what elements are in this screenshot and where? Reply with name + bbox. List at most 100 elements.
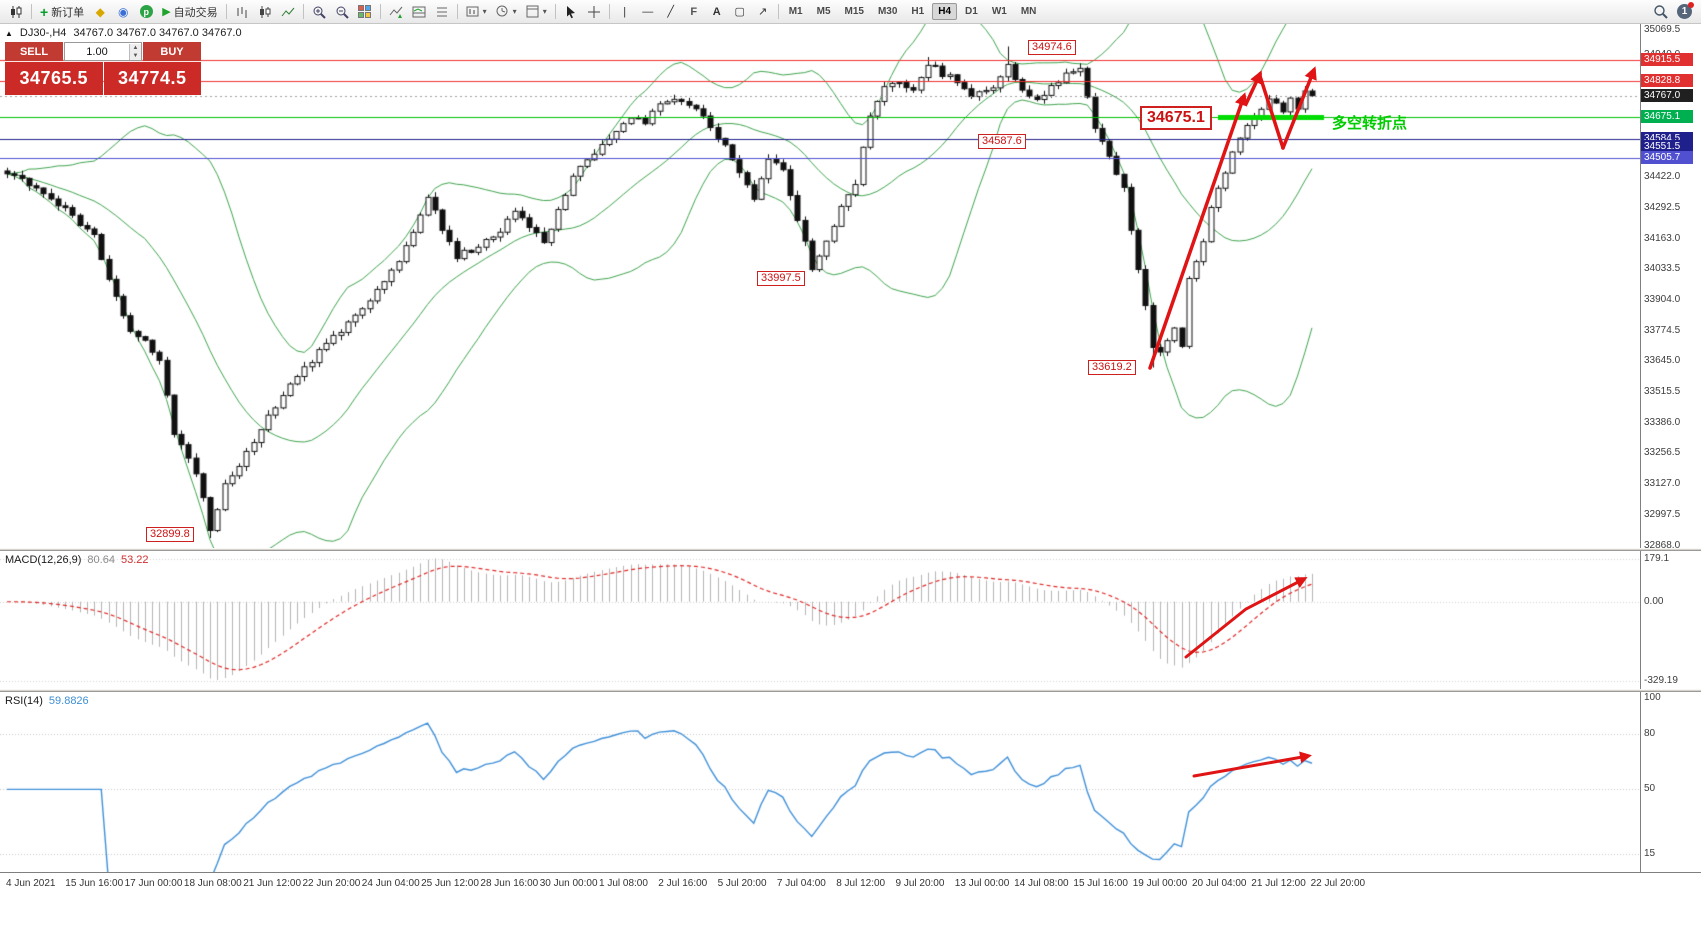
toolbar-separator bbox=[608, 4, 610, 19]
rsi-name: RSI(14) bbox=[5, 695, 43, 707]
timeframe-D1[interactable]: D1 bbox=[965, 6, 978, 17]
window-footer bbox=[0, 896, 1701, 950]
chart-title: ▲ DJ30-,H4 34767.0 34767.0 34767.0 34767… bbox=[5, 27, 242, 39]
arrows-tool-button[interactable]: ↗ bbox=[752, 2, 774, 22]
new-order-button[interactable]: + 新订单 bbox=[36, 2, 88, 22]
one-click-toggle-icon[interactable]: ▲ bbox=[5, 28, 13, 38]
chevron-down-icon: ▾ bbox=[512, 7, 517, 16]
cursor-button[interactable] bbox=[560, 2, 582, 22]
new-chart-button[interactable]: ▾ bbox=[462, 2, 491, 22]
notifications-button[interactable]: 1 bbox=[1673, 2, 1696, 22]
cursor-icon bbox=[566, 5, 575, 18]
zoom-in-button[interactable] bbox=[308, 2, 330, 22]
price-callout-label: 32899.8 bbox=[146, 527, 194, 542]
profiles-button[interactable]: ▾ bbox=[492, 2, 521, 22]
macd-canvas[interactable] bbox=[0, 551, 1640, 689]
time-label: 19 Jul 00:00 bbox=[1132, 878, 1188, 889]
chevron-down-icon: ▾ bbox=[482, 7, 487, 16]
lot-decrement-button[interactable]: ▼ bbox=[130, 51, 141, 60]
crosshair-button[interactable] bbox=[583, 2, 605, 22]
community-button[interactable]: ◉ bbox=[112, 2, 134, 22]
timeframe-M15[interactable]: M15 bbox=[844, 6, 864, 17]
fibonacci-button[interactable]: F bbox=[683, 2, 705, 22]
timeframe-H1[interactable]: H1 bbox=[911, 6, 925, 17]
lot-stepper: ▲ ▼ bbox=[129, 43, 141, 60]
time-label: 18 Jun 08:00 bbox=[183, 878, 242, 889]
lot-size-input[interactable]: 1.00 ▲ ▼ bbox=[64, 42, 142, 61]
horizontal-line-button[interactable]: — bbox=[637, 2, 659, 22]
macd-panel: MACD(12,26,9) 80.64 53.22 179.1 0.00 -329.19 bbox=[0, 551, 1701, 689]
indicators-button[interactable] bbox=[385, 2, 407, 22]
timeframe-M1[interactable]: M1 bbox=[788, 6, 803, 17]
time-label: 21 Jun 12:00 bbox=[243, 878, 302, 889]
ask-price[interactable]: 34774.5 bbox=[103, 62, 201, 95]
price-chart-canvas[interactable] bbox=[0, 24, 1640, 548]
plus-icon: + bbox=[40, 3, 49, 20]
toolbar-separator bbox=[456, 4, 458, 19]
autotrading-label: 自动交易 bbox=[173, 6, 218, 19]
panel-splitter[interactable] bbox=[0, 548, 1701, 551]
arrow-object-icon: ↗ bbox=[758, 6, 768, 18]
rsi-axis-label: 50 bbox=[1644, 783, 1656, 795]
price-callout-label: 34587.6 bbox=[978, 134, 1026, 149]
autotrading-button[interactable]: ▶ 自动交易 bbox=[158, 2, 221, 22]
time-label: 4 Jun 2021 bbox=[6, 878, 56, 889]
price-badge: 34915.5 bbox=[1641, 53, 1693, 67]
candle-chart-type-button[interactable] bbox=[254, 2, 276, 22]
price-badge: 34767.0 bbox=[1641, 88, 1693, 102]
timeframe-W1[interactable]: W1 bbox=[991, 6, 1007, 17]
rsi-canvas[interactable] bbox=[0, 692, 1640, 872]
price-chart-panel: ▲ DJ30-,H4 34767.0 34767.0 34767.0 34767… bbox=[0, 24, 1701, 548]
zoom-in-icon bbox=[313, 6, 326, 19]
timeframe-M5[interactable]: M5 bbox=[816, 6, 831, 17]
templates-button[interactable]: ▾ bbox=[522, 2, 551, 22]
indicator-windows-button[interactable] bbox=[408, 2, 430, 22]
publisher-button[interactable]: p bbox=[135, 2, 157, 22]
vertical-line-button[interactable]: | bbox=[614, 2, 636, 22]
text-icon: A bbox=[712, 5, 721, 18]
text-tool-button[interactable]: A bbox=[706, 2, 728, 22]
panel-splitter[interactable] bbox=[0, 689, 1701, 692]
time-axis[interactable]: 4 Jun 2021 15 Jun 16:00 17 Jun 00:00 18 Jun… bbox=[0, 872, 1701, 896]
objects-list-button[interactable] bbox=[431, 2, 453, 22]
search-button[interactable] bbox=[1649, 2, 1672, 22]
line-chart-type-button[interactable] bbox=[277, 2, 299, 22]
price-tick: 33127.0 bbox=[1644, 478, 1681, 490]
notification-badge: 1 bbox=[1677, 2, 1694, 19]
macd-axis-label: 0.00 bbox=[1644, 595, 1664, 607]
time-label: 17 Jun 00:00 bbox=[124, 878, 183, 889]
tile-windows-button[interactable] bbox=[354, 2, 376, 22]
chart-window-button[interactable] bbox=[5, 2, 27, 22]
candlestick-icon bbox=[259, 5, 271, 18]
metaeditor-button[interactable]: ◆ bbox=[89, 2, 111, 22]
price-tick: 33645.0 bbox=[1644, 355, 1681, 367]
bid-price[interactable]: 34765.5 bbox=[5, 62, 103, 95]
lot-value[interactable]: 1.00 bbox=[86, 45, 108, 58]
buy-button[interactable]: BUY bbox=[143, 42, 201, 61]
time-label: 8 Jul 12:00 bbox=[836, 878, 886, 889]
lot-increment-button[interactable]: ▲ bbox=[130, 43, 141, 52]
tile-windows-icon bbox=[358, 5, 372, 18]
time-label: 7 Jul 04:00 bbox=[776, 878, 826, 889]
toolbar-separator bbox=[379, 4, 381, 19]
price-tick: 34033.5 bbox=[1644, 263, 1681, 275]
line-chart-icon bbox=[281, 7, 295, 16]
time-label: 1 Jul 08:00 bbox=[599, 878, 648, 889]
time-label: 14 Jul 08:00 bbox=[1014, 878, 1069, 889]
price-axis: 35069.534940.034810.534681.034551.534422… bbox=[1640, 24, 1701, 548]
timeframe-M30[interactable]: M30 bbox=[877, 6, 898, 17]
toolbar-separator bbox=[777, 4, 779, 19]
zoom-out-button[interactable] bbox=[331, 2, 353, 22]
bar-chart-type-button[interactable] bbox=[231, 2, 253, 22]
sell-button[interactable]: SELL bbox=[5, 42, 63, 61]
indicators-icon bbox=[389, 6, 403, 18]
toolbar-separator bbox=[225, 4, 227, 19]
shapes-button[interactable]: ▢ bbox=[729, 2, 751, 22]
timeframe-H4[interactable]: H4 bbox=[932, 3, 958, 20]
search-icon bbox=[1654, 5, 1668, 19]
trendline-button[interactable]: ╱ bbox=[660, 2, 682, 22]
timeframe-MN[interactable]: MN bbox=[1020, 6, 1037, 17]
price-tick: 32997.5 bbox=[1644, 508, 1681, 520]
price-badge: 34505.7 bbox=[1641, 150, 1693, 164]
